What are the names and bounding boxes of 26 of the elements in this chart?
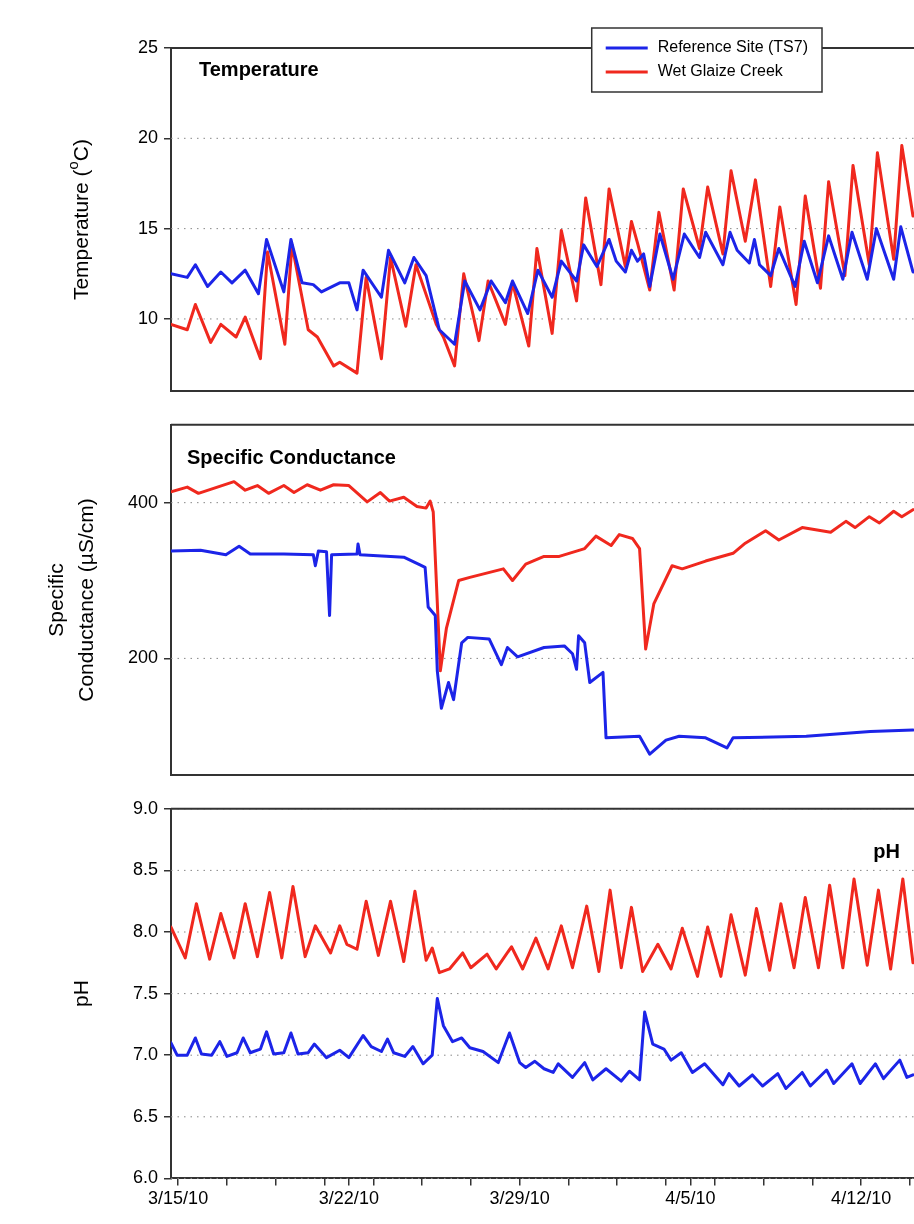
y-tick-label: 6.5 <box>132 1105 158 1126</box>
y-tick-label: 20 <box>137 127 158 148</box>
y-axis-title: Specific Conductance (µS/cm) <box>43 498 97 702</box>
y-tick-label: 7.5 <box>132 982 158 1003</box>
y-tick-label: 6.0 <box>132 1167 158 1188</box>
y-tick-label: 7.0 <box>132 1044 158 1065</box>
y-tick-label: 25 <box>137 36 158 57</box>
legend-label: Wet Glaize Creek <box>657 62 784 80</box>
y-tick-label: 15 <box>137 217 158 238</box>
text: Temperature <box>199 57 319 80</box>
text: pH <box>873 840 900 863</box>
y-tick-label: 8.0 <box>132 920 158 941</box>
text: Specific Conductance <box>187 446 396 469</box>
x-tick-label: 3/22/10 <box>318 1188 379 1209</box>
y-tick-label: 9.0 <box>132 797 158 818</box>
x-tick-label: 4/5/10 <box>665 1188 716 1209</box>
y-tick-label: 10 <box>137 307 158 328</box>
y-axis-title: pH <box>68 980 92 1008</box>
x-tick-label: 3/29/10 <box>489 1188 550 1209</box>
legend-label: Reference Site (TS7) <box>657 38 808 56</box>
y-tick-label: 400 <box>127 491 158 512</box>
y-tick-label: 200 <box>127 647 158 668</box>
y-axis-title: Temperature (oC) <box>64 139 92 301</box>
x-tick-label: 3/15/10 <box>148 1188 209 1209</box>
x-tick-label: 4/12/10 <box>831 1188 892 1209</box>
y-tick-label: 8.5 <box>132 859 158 880</box>
